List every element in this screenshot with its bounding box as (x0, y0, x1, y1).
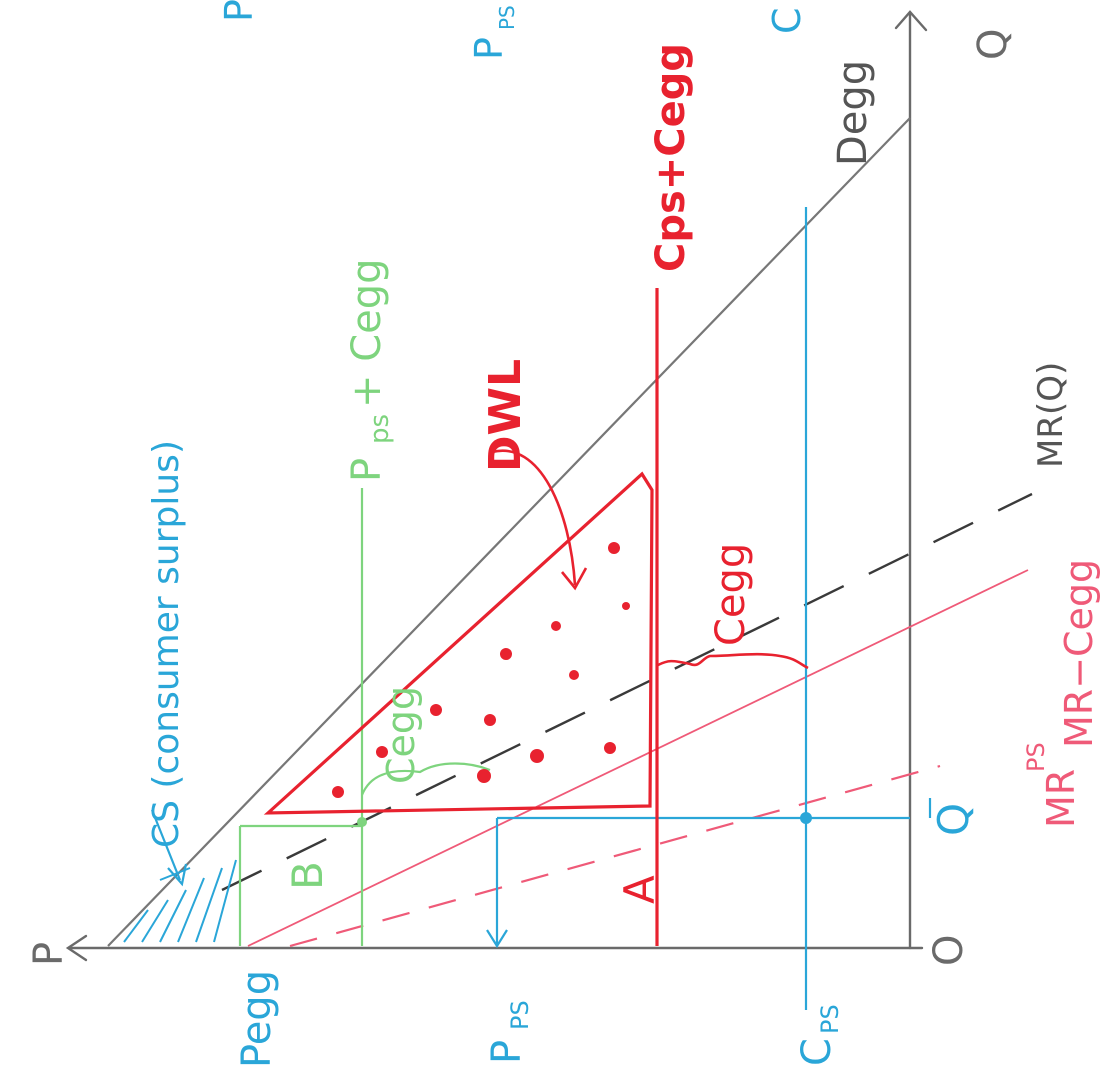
dwl-arrow-head (560, 567, 588, 591)
mr-curve (221, 492, 1033, 892)
dwl-dot (332, 786, 344, 798)
mr-ps-label: MR (1039, 769, 1083, 828)
dwl-dot (569, 670, 579, 680)
top-fragment-middle: P (467, 37, 511, 60)
pps-cegg-label-tail: + Cegg (344, 258, 390, 408)
axes (65, 10, 928, 962)
price-axis-label: P (26, 942, 72, 966)
cs-pointer-arrow (167, 863, 188, 887)
dwl-dot (484, 714, 496, 726)
point-b-label: B (283, 861, 332, 890)
red-lines (263, 288, 809, 946)
p-ps-label-main: P (484, 1040, 530, 1064)
dwl-dot (477, 769, 491, 783)
p-egg-label: Pegg (234, 970, 280, 1068)
cs-pointer-line (150, 809, 182, 881)
dwl-dot (622, 602, 630, 610)
cs-label: CS (consumer surplus) (146, 440, 187, 848)
pps-cegg-label-main: P (344, 458, 390, 482)
c-ps-label-sub: PS (816, 1004, 844, 1034)
mr-ps-label-sup: PS (1022, 742, 1050, 772)
dwl-label: DWL (480, 359, 531, 472)
price-axis-arrow (65, 934, 88, 962)
origin-label: O (926, 935, 972, 966)
mr-minus-cegg-label: MR−Cegg (1057, 559, 1101, 748)
c-ps-label-main: C (794, 1038, 840, 1066)
green-lines (238, 488, 491, 946)
optimum-point (800, 812, 812, 824)
labels: P P PS C Q P O Degg MR(Q) MR−Cegg MR PS … (26, 0, 1101, 1068)
dwl-dot (604, 742, 616, 754)
quantity-axis-label: Q (970, 29, 1016, 60)
point-a-label: A (615, 875, 664, 904)
green-brace (360, 762, 491, 796)
point-b-dot (357, 817, 367, 827)
dwl-triangle (263, 471, 654, 815)
dwl-arrow (491, 449, 577, 586)
dwl-dot (430, 704, 442, 716)
demand-label: Degg (830, 60, 876, 166)
demand-curve (107, 117, 911, 947)
mr-minus-cegg-curve (247, 569, 1029, 947)
mr-label: MR(Q) (1031, 362, 1071, 468)
top-fragment-middle-sub: PS (495, 5, 519, 30)
p-ps-label-sub: PS (506, 1000, 534, 1030)
quantity-axis-arrow (894, 10, 928, 32)
cps-cegg-label: Cps+Cegg (648, 43, 694, 272)
red-brace (657, 652, 809, 670)
mr-ps-curve (289, 764, 941, 948)
top-fragment-left: P (217, 0, 261, 22)
dwl-dot (376, 746, 388, 758)
dwl-dot (530, 749, 544, 763)
q-bar-label: Q (929, 803, 978, 836)
dwl-dot (500, 648, 512, 660)
blue-lines (486, 207, 910, 1010)
pps-arrow (486, 929, 508, 949)
cegg-green-label: Cegg (379, 686, 423, 784)
pps-cegg-label-sub: ps (365, 414, 395, 444)
dwl-dots (332, 542, 630, 798)
top-fragment-right: C (765, 7, 809, 34)
dwl-dot (551, 621, 561, 631)
cegg-red-label: Cegg (708, 543, 754, 646)
dwl-dot (608, 542, 620, 554)
